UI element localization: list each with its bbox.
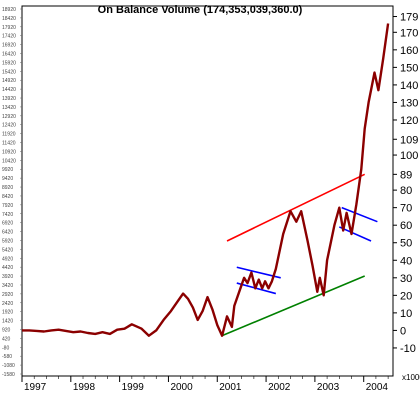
trendline-4 [341,206,378,223]
plot-frame [21,5,394,377]
y-tick-label-left: 17420 [2,34,16,40]
y-tick-label-left: 7420 [2,212,13,218]
x-tick-label: 2003 [317,382,340,393]
trendline-0 [226,173,366,242]
y-tick-label-left: 14420 [2,87,16,93]
y-tick-label-left: 9420 [2,176,13,182]
x-tick-label: 2002 [268,382,291,393]
y-tick-label-left: 5920 [2,238,13,244]
y-tick-label-left: 10420 [2,158,16,164]
y-tick-label-left: 420 [2,336,11,342]
y-tick-label-left: 11920 [2,132,16,138]
y-tick-label-left: 13920 [2,96,16,102]
y-tick-label-left: 9920 [2,167,13,173]
x-tick-label: 1999 [122,382,145,393]
y-tick-label-right: 150 [400,62,418,74]
y-tick-label-left: 3920 [2,274,13,280]
x-tick-label: 1998 [73,382,96,393]
y-tick-label-left: 6920 [2,221,13,227]
y-tick-label-left: 3420 [2,283,13,289]
y-tick-label-right: 70 [400,203,412,215]
y-tick-label-right: 140 [400,80,418,92]
y-tick-label-right: 10 [400,308,412,320]
y-tick-label-right: 80 [400,185,412,197]
y-tick-label-right: -10 [400,343,416,355]
y-tick-label-left: 11420 [2,141,16,147]
y-tick-label-left: -1080 [2,363,15,369]
y-tick-label-left: 16420 [2,52,16,58]
y-tick-label-right: 130 [400,97,418,109]
y-tick-label-left: 18920 [2,7,16,13]
y-tick-label-left: 8920 [2,185,13,191]
x-tick-label: 2004 [366,382,389,393]
trendline-1 [221,275,365,337]
y-tick-label-left: 5420 [2,247,13,253]
y-tick-label-right: 40 [400,255,412,267]
y-tick-label-right: 100 [400,150,418,162]
y-tick-label-right: 179 [400,12,418,24]
y-tick-label-right: 60 [400,220,412,232]
y-tick-label-left: 8420 [2,194,13,200]
y-tick-label-left: -1580 [2,372,15,378]
x-tick-label: 2001 [219,382,242,393]
y-tick-label-left: 15420 [2,69,16,75]
y-tick-label-right: 170 [400,27,418,39]
chart-title: On Balance Volume (174,353,039,360.0) [98,4,303,16]
x-tick-label: 2000 [170,382,193,393]
y-tick-label-left: 1920 [2,310,13,316]
y-tick-label-left: 4420 [2,265,13,271]
series-line-0 [22,23,390,337]
y-tick-label-left: 1420 [2,319,13,325]
y-tick-label-left: 12420 [2,123,16,129]
y-tick-label-right: 30 [400,273,412,285]
y-tick-label-left: 16920 [2,43,16,49]
y-tick-label-left: 12920 [2,114,16,120]
y-tick-label-right: 50 [400,238,412,250]
y-tick-label-left: 4920 [2,256,13,262]
y-tick-label-right: 120 [400,115,418,127]
y-tick-label-left: 15920 [2,60,16,66]
y-tick-label-right: 89 [400,169,412,181]
y-tick-label-left: 10920 [2,149,16,155]
x-tick-label: 1997 [24,382,47,393]
unit-label: x1000 [402,373,420,382]
y-tick-label-left: 18420 [2,16,16,22]
y-tick-label-left: 2920 [2,292,13,298]
y-tick-label-right: 20 [400,290,412,302]
y-tick-label-right: 160 [400,45,418,57]
y-tick-label-left: 920 [2,327,11,333]
y-tick-label-left: -80 [2,345,9,351]
y-tick-label-left: 14920 [2,78,16,84]
y-tick-label-left: 13420 [2,105,16,111]
y-tick-label-left: 7920 [2,203,13,209]
y-tick-label-left: 6420 [2,230,13,236]
y-tick-label-right: 109 [400,134,418,146]
y-tick-label-left: 17920 [2,25,16,31]
y-tick-label-left: 2420 [2,301,13,307]
y-tick-label-right: 0 [400,325,406,337]
y-tick-label-left: -580 [2,354,12,360]
